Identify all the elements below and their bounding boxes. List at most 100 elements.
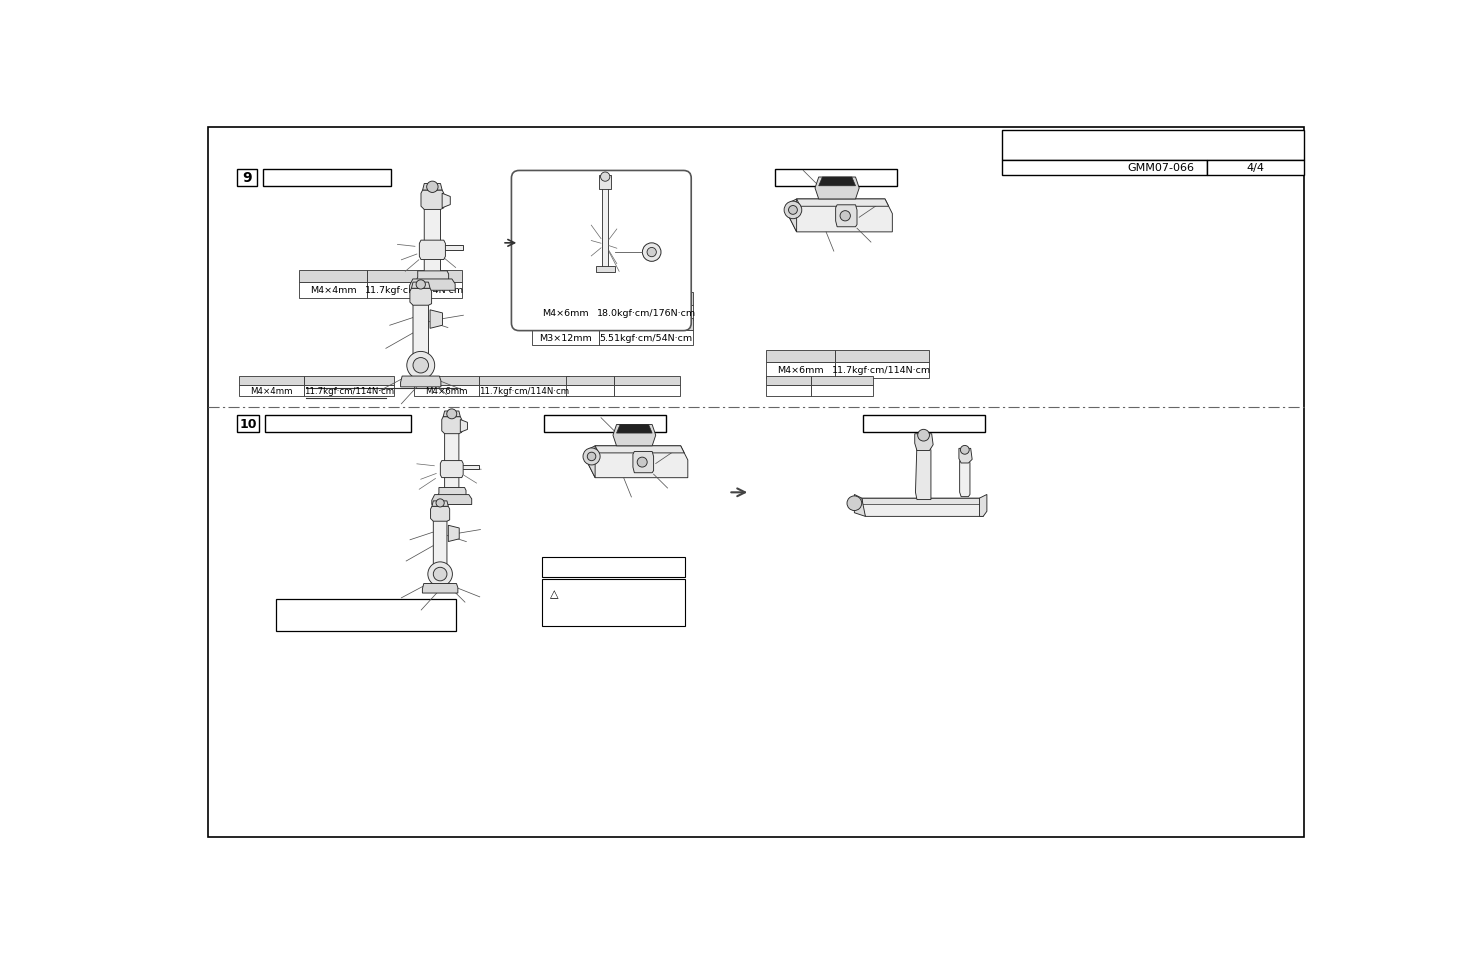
Polygon shape [614,425,656,446]
Bar [566,386,614,396]
Polygon shape [633,452,653,474]
Circle shape [643,244,661,262]
Text: 9: 9 [242,172,252,185]
Polygon shape [413,303,429,360]
Circle shape [841,212,851,222]
Bar [479,386,569,396]
Circle shape [447,410,457,419]
Polygon shape [960,458,971,497]
Bar [1002,132,1304,160]
Polygon shape [589,446,594,478]
Polygon shape [444,246,463,251]
Polygon shape [448,526,459,542]
Polygon shape [401,376,441,388]
Polygon shape [914,435,934,451]
Bar [531,331,599,346]
Bar [614,386,680,396]
Polygon shape [410,289,432,306]
Bar [1002,160,1208,176]
Polygon shape [594,446,684,454]
Text: 18.0kgf·cm/176N·cm: 18.0kgf·cm/176N·cm [596,309,696,317]
Circle shape [583,449,600,465]
Circle shape [917,430,929,441]
Circle shape [847,497,861,511]
Text: 11.7kgf·cm/114N·cm: 11.7kgf·cm/114N·cm [479,387,569,395]
Bar [614,376,680,386]
Circle shape [600,172,609,182]
Bar [367,271,462,283]
Polygon shape [979,495,987,517]
Circle shape [413,358,429,374]
Text: M4×4mm: M4×4mm [310,286,357,295]
Bar [811,386,873,396]
Polygon shape [419,241,445,260]
Text: M4×4mm: M4×4mm [249,387,292,395]
Bar [599,318,693,331]
Bar [276,598,456,631]
Bar [767,376,811,386]
Circle shape [428,562,453,587]
Text: 11.7kgf·cm/114N·cm: 11.7kgf·cm/114N·cm [366,286,465,295]
Bar [1208,160,1304,176]
Bar [237,416,258,433]
Circle shape [587,453,596,461]
Polygon shape [442,417,462,435]
Text: 4/4: 4/4 [1246,163,1264,173]
Polygon shape [425,207,441,274]
Polygon shape [617,425,652,434]
Circle shape [416,280,425,290]
Circle shape [426,182,438,193]
Polygon shape [861,498,979,504]
Polygon shape [819,178,856,187]
Polygon shape [789,200,892,233]
Polygon shape [796,200,888,207]
Text: 10: 10 [239,417,257,431]
Polygon shape [416,272,448,281]
Polygon shape [420,191,444,211]
Bar [863,416,985,433]
Bar [239,376,304,386]
Polygon shape [431,507,450,521]
Bar [543,579,684,626]
Polygon shape [438,488,466,497]
Circle shape [407,352,435,379]
Bar [599,305,693,320]
Polygon shape [916,444,931,500]
Bar [596,267,615,273]
Bar [602,188,608,268]
Bar [414,386,479,396]
Polygon shape [462,465,479,470]
Polygon shape [432,495,472,505]
Bar [811,376,873,386]
Circle shape [960,446,969,455]
Text: 5.51kgf·cm/54N·cm: 5.51kgf·cm/54N·cm [599,334,693,343]
Bar [479,376,569,386]
Circle shape [437,499,444,507]
Polygon shape [816,178,860,200]
Polygon shape [434,519,447,570]
Polygon shape [431,311,442,329]
Polygon shape [460,420,468,433]
Bar [299,271,367,283]
Polygon shape [410,279,456,291]
Bar [599,293,693,305]
Bar [531,318,599,331]
Text: 11.7kgf·cm/114N·cm: 11.7kgf·cm/114N·cm [832,366,932,375]
Bar [774,170,897,187]
Polygon shape [442,194,450,209]
Circle shape [648,248,656,257]
Circle shape [789,206,798,215]
Polygon shape [444,432,459,491]
Bar [543,558,684,578]
FancyBboxPatch shape [512,172,692,332]
Bar [239,386,304,396]
Polygon shape [959,449,972,463]
Polygon shape [861,498,984,517]
Polygon shape [432,501,448,507]
Polygon shape [789,200,796,233]
Bar [767,351,835,363]
Bar [767,386,811,396]
Bar [599,331,693,346]
Bar [304,376,394,386]
Text: M4×6mm: M4×6mm [543,309,589,317]
